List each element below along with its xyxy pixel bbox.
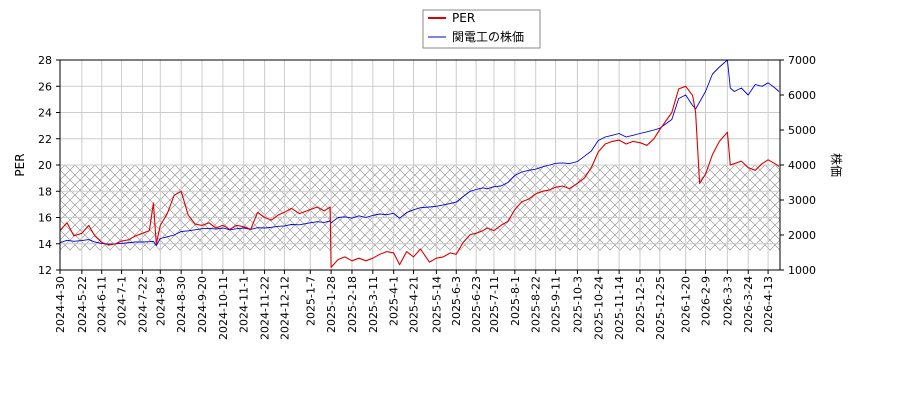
right-tick-label: 3000	[788, 194, 816, 207]
x-tick-label: 2026-1-20	[680, 276, 693, 333]
x-tick-label: 2025-4-21	[408, 276, 421, 333]
x-tick-label: 2025-12-5	[634, 276, 647, 333]
x-tick-label: 2024-8-9	[154, 276, 167, 326]
right-axis-label: 株価	[829, 153, 844, 177]
x-tick-label: 2024-11-1	[238, 276, 251, 333]
x-tick-label: 2026-3-3	[721, 276, 734, 326]
legend-label-per: PER	[452, 11, 475, 25]
left-tick-label: 22	[38, 133, 52, 146]
x-axis: 2024-4-30 2024-5-22 2024-6-11 2024-7-1 2024-…	[54, 270, 775, 340]
right-tick-label: 1000	[788, 264, 816, 277]
x-tick-label: 2026-4-13	[762, 276, 775, 333]
x-tick-label: 2025-1-28	[325, 276, 338, 333]
x-tick-label: 2024-12-12	[278, 276, 291, 340]
right-tick-label: 2000	[788, 229, 816, 242]
x-tick-label: 2025-6-23	[470, 276, 483, 333]
left-tick-label: 20	[38, 159, 52, 172]
x-tick-label: 2026-2-9	[700, 276, 713, 326]
x-tick-label: 2024-4-30	[54, 276, 67, 333]
legend-box	[422, 9, 541, 49]
x-tick-label: 2025-8-22	[530, 276, 543, 333]
legend-label-stock-price: 関電工の株価	[452, 29, 524, 44]
x-tick-label: 2025-12-25	[654, 276, 667, 340]
left-tick-label: 26	[38, 80, 52, 93]
x-tick-label: 2025-11-14	[613, 276, 626, 340]
x-tick-label: 2025-10-3	[571, 276, 584, 333]
left-tick-label: 18	[38, 185, 52, 198]
x-tick-label: 2024-8-30	[175, 276, 188, 333]
right-axis: 1000 2000 3000 4000 5000 6000 7000	[780, 54, 816, 277]
left-axis-label: PER	[13, 153, 27, 176]
left-tick-label: 14	[38, 238, 52, 251]
x-tick-label: 2025-5-14	[430, 276, 443, 333]
x-tick-label: 2025-2-18	[346, 276, 359, 333]
right-tick-label: 6000	[788, 89, 816, 102]
x-tick-label: 2024-7-22	[136, 276, 149, 333]
x-tick-label: 2025-10-24	[592, 276, 605, 340]
x-tick-label: 2025-9-11	[550, 276, 563, 333]
x-tick-label: 2025-7-11	[488, 276, 501, 333]
series-layer	[60, 60, 780, 268]
x-tick-label: 2024-11-22	[259, 276, 272, 340]
x-tick-label: 2025-6-3	[450, 276, 463, 326]
x-tick-label: 2024-5-22	[76, 276, 89, 333]
per-series-line	[60, 85, 780, 268]
x-tick-label: 2025-1-7	[304, 276, 317, 326]
x-tick-label: 2024-7-1	[116, 276, 129, 326]
left-tick-label: 16	[38, 212, 52, 225]
x-tick-label: 2024-9-20	[196, 276, 209, 333]
x-tick-label: 2026-3-24	[742, 276, 755, 333]
left-axis: 12 14 16 18 20 22 24 26 28	[38, 54, 60, 277]
right-tick-label: 7000	[788, 54, 816, 67]
right-tick-label: 5000	[788, 124, 816, 137]
legend: PER 関電工の株価	[422, 9, 541, 49]
x-tick-label: 2025-3-11	[367, 276, 380, 333]
x-tick-label: 2024-10-11	[217, 276, 230, 340]
x-tick-label: 2025-4-1	[388, 276, 401, 326]
x-tick-label: 2025-8-1	[509, 276, 522, 326]
right-tick-label: 4000	[788, 159, 816, 172]
left-tick-label: 12	[38, 264, 52, 277]
x-tick-label: 2024-6-11	[96, 276, 109, 333]
left-tick-label: 24	[38, 107, 52, 120]
left-tick-label: 28	[38, 54, 52, 67]
stock-price-series-line	[60, 60, 780, 246]
